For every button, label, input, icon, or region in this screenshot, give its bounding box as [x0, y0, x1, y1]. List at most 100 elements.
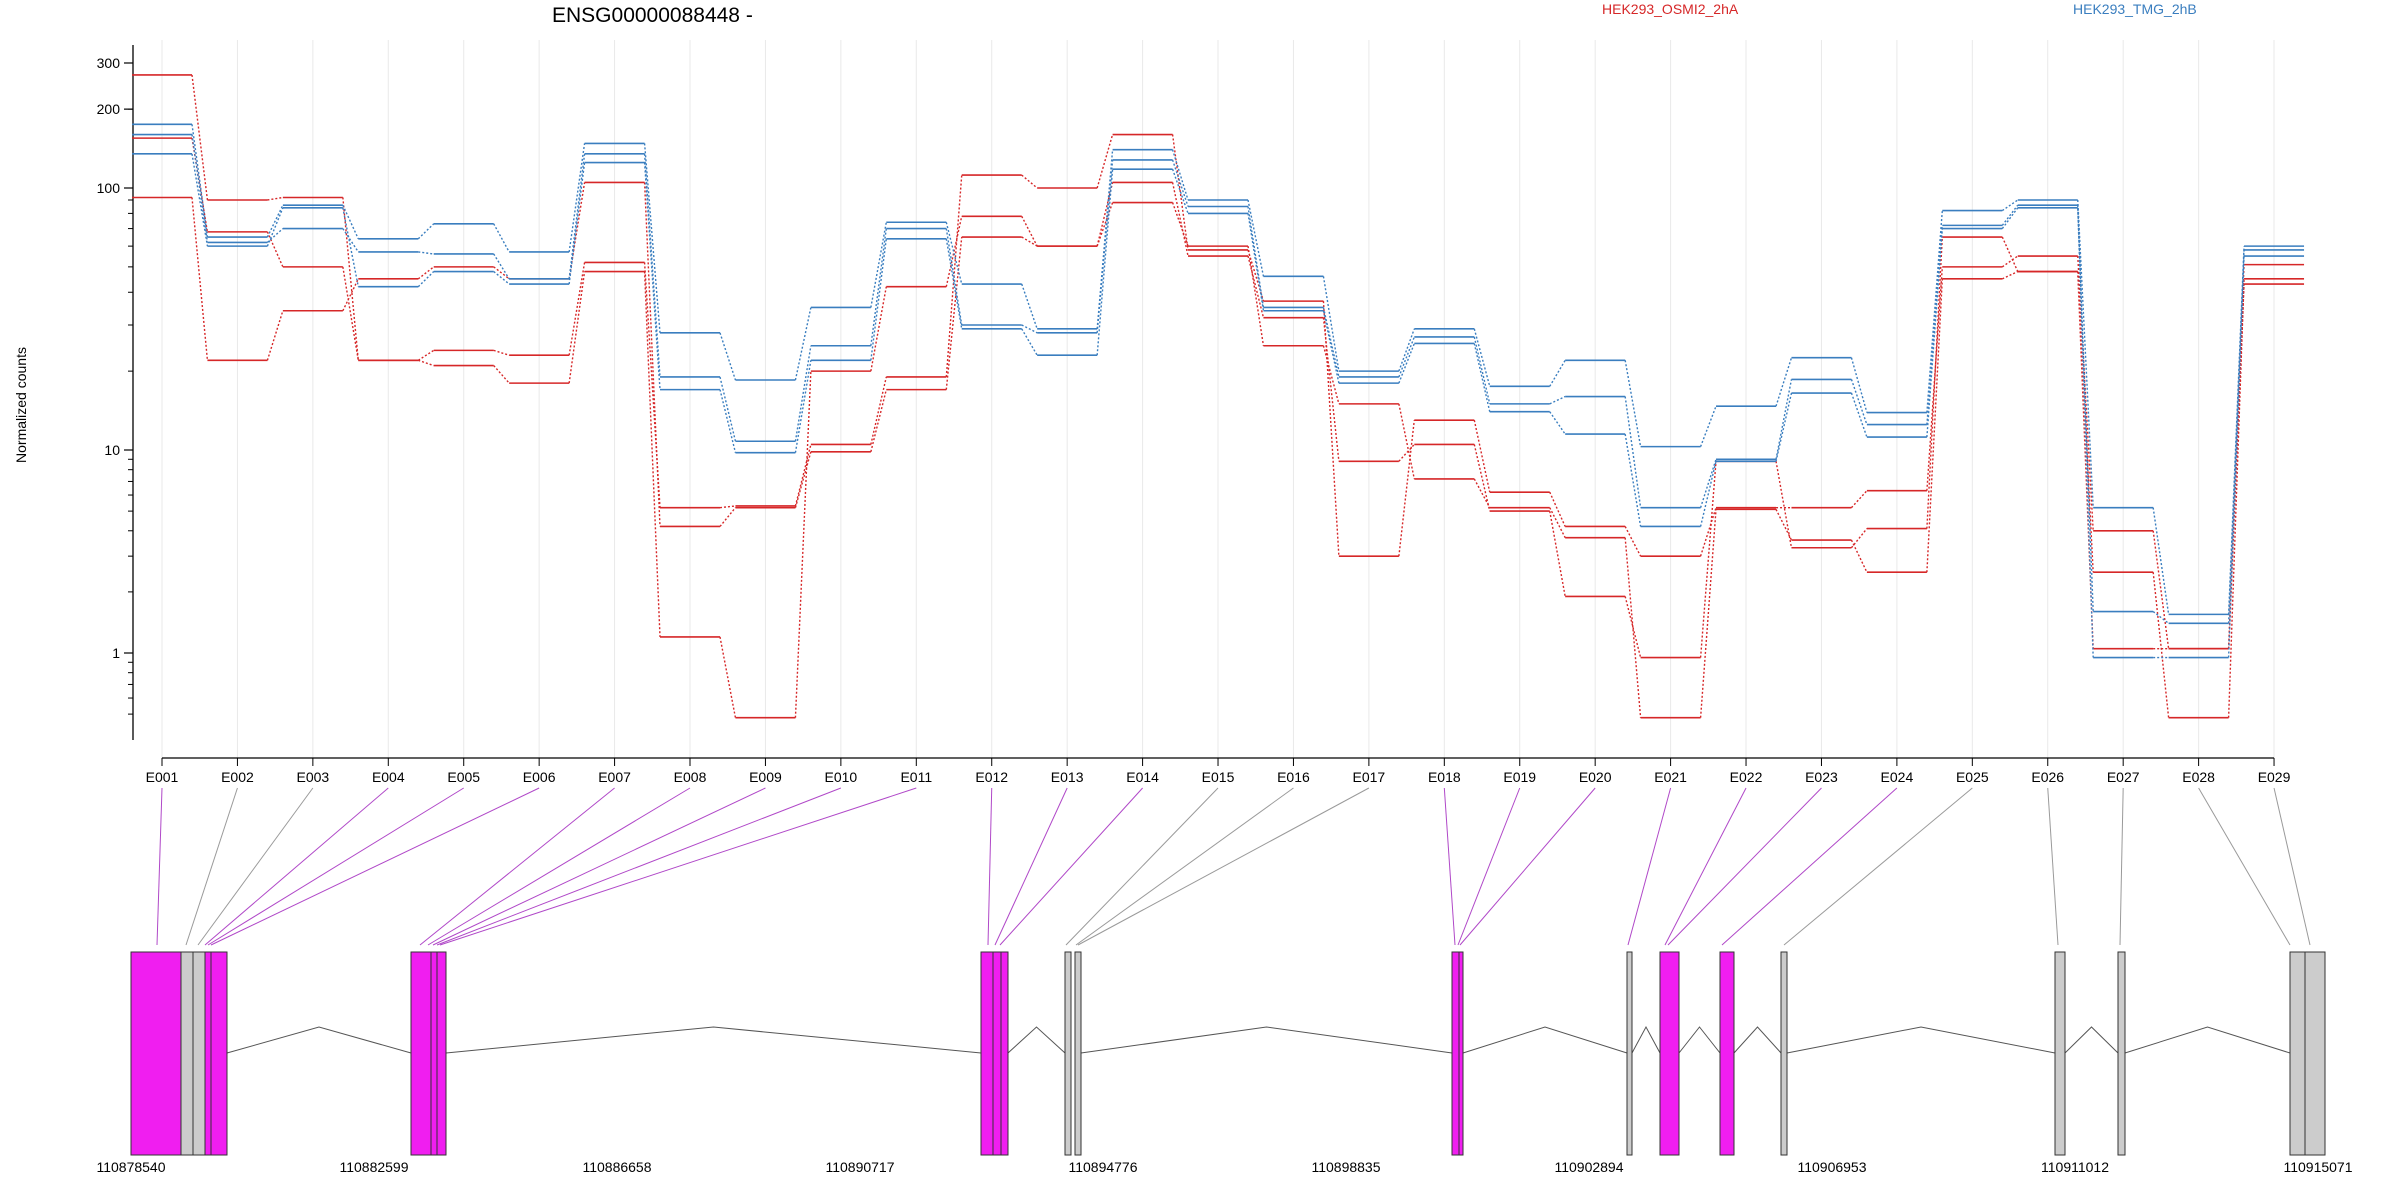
series-connector — [945, 222, 963, 285]
series-connector — [719, 376, 737, 442]
intron-line — [2124, 1026, 2291, 1054]
x-tick-label: E028 — [2182, 769, 2215, 785]
series-connector — [643, 143, 661, 333]
exon-connector — [2047, 787, 2059, 946]
intron-line — [1733, 1026, 1782, 1054]
series-connector — [2152, 507, 2170, 615]
series-connector — [2227, 255, 2245, 658]
x-tick-label: E029 — [2258, 769, 2291, 785]
series-line — [132, 181, 2305, 659]
series-connector — [568, 182, 586, 279]
x-tick-label: E008 — [674, 769, 707, 785]
exon-connector — [999, 787, 1143, 946]
series-connector — [1021, 215, 1038, 247]
series-connector — [1398, 343, 1415, 384]
series-line — [132, 153, 2305, 659]
exon-connector — [204, 787, 389, 946]
series-connector — [2001, 255, 2019, 268]
series-connector — [1171, 202, 1189, 247]
series-connector — [1775, 461, 1793, 548]
series-connector — [417, 349, 435, 361]
series-connector — [1699, 507, 1717, 557]
series-connector — [1926, 236, 1944, 529]
intron-line — [226, 1026, 412, 1054]
exon — [2117, 951, 2126, 1156]
legend-label-tmg: HEK293_TMG_2hB — [2073, 1, 2197, 17]
series-connector — [1699, 459, 1717, 508]
exon-significant — [980, 951, 994, 1156]
series-connector — [794, 451, 812, 508]
series-connector — [643, 162, 661, 390]
series-connector — [1699, 405, 1717, 447]
series-connector — [1624, 360, 1642, 447]
x-tick-label: E020 — [1579, 769, 1612, 785]
exon-connector — [1443, 787, 1456, 946]
exon-connector — [2119, 787, 2124, 946]
x-tick-label: E023 — [1805, 769, 1838, 785]
x-tick-label: E024 — [1881, 769, 1914, 785]
series-connector — [1926, 225, 1944, 425]
series-connector — [719, 505, 736, 509]
series-connector — [945, 238, 963, 329]
series-connector — [418, 251, 434, 255]
series-connector — [1549, 491, 1566, 527]
series-connector — [1926, 228, 1944, 438]
series-line — [132, 137, 2305, 719]
exon — [180, 951, 194, 1156]
series-connector — [1473, 478, 1491, 508]
exon-significant — [1451, 951, 1460, 1156]
genomic-coordinate-label: 110902894 — [1554, 1159, 1623, 1175]
series-connector — [794, 360, 812, 453]
exon-connector — [1075, 787, 1294, 946]
series-connector — [342, 207, 359, 287]
series-connector — [1171, 149, 1189, 201]
y-tick-label: 10 — [104, 442, 120, 458]
genomic-coordinate-label: 110911012 — [2041, 1159, 2109, 1175]
exon-connector — [1457, 787, 1521, 946]
series-connector — [1171, 182, 1189, 257]
exon-connector — [436, 787, 842, 946]
series-connector — [191, 153, 209, 247]
series-connector — [1021, 324, 1038, 334]
series-line — [132, 133, 2305, 625]
intron-line — [1007, 1026, 1066, 1054]
series-connector — [1699, 461, 1717, 527]
exon-significant — [210, 951, 228, 1156]
series-connector — [1322, 301, 1340, 557]
series-connector — [266, 204, 284, 238]
series-connector — [1624, 526, 1642, 557]
series-connector — [2077, 207, 2094, 658]
series-connector — [418, 359, 434, 367]
exon-connector — [439, 787, 917, 946]
series-connector — [1322, 310, 1340, 384]
x-gridlines — [161, 40, 2275, 758]
exon — [2304, 951, 2326, 1156]
intron-line — [1631, 1025, 1661, 1054]
exon-connector — [185, 787, 238, 946]
series-connector — [191, 197, 209, 361]
series-connector — [1021, 174, 1038, 189]
series-connector — [870, 238, 887, 361]
x-tick-label: E027 — [2107, 769, 2140, 785]
axes: 1 10 100 200 300 E001 E002 E003 E004 E005 E006 E007… — [97, 45, 2291, 785]
genomic-coordinate-label: 110898835 — [1311, 1159, 1380, 1175]
series-connector — [342, 228, 359, 253]
series-connector — [493, 270, 510, 285]
series-connector — [266, 228, 284, 243]
x-tick-label: E012 — [975, 769, 1008, 785]
series-connector — [1398, 443, 1415, 462]
y-axis-label: Normalized counts — [13, 347, 29, 463]
series-connector — [191, 74, 209, 201]
series-connector — [2001, 207, 2019, 230]
gene-model: 110878540 110882599 110886658 110890717 1108… — [96, 951, 2353, 1175]
series-connector — [2152, 572, 2170, 718]
series-connector — [1549, 510, 1566, 597]
series-connector — [1699, 461, 1717, 658]
series-connector — [2077, 271, 2094, 649]
exon — [2054, 951, 2066, 1156]
series-connector — [568, 143, 586, 253]
series-connector — [1096, 182, 1114, 247]
series-connector — [1850, 539, 1868, 573]
x-tick-label: E017 — [1353, 769, 1386, 785]
